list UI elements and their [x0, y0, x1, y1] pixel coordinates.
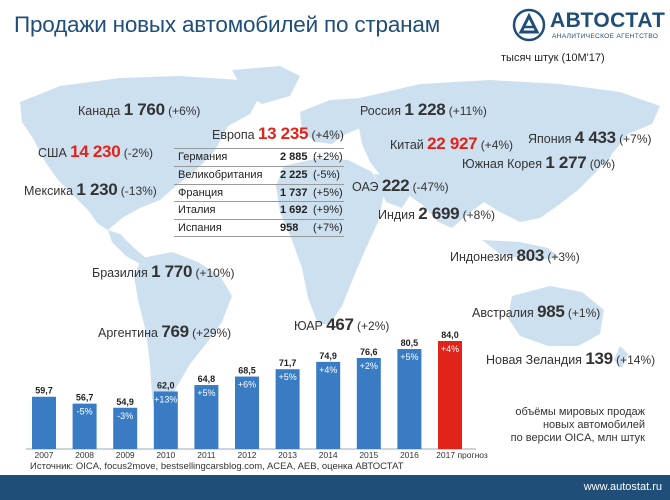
- label-brazil: Бразилия 1 770 (+10%): [92, 262, 235, 281]
- europe-row: Италия 1 692 (+9%): [174, 201, 344, 219]
- label-indonesia: Индонезия 803 (+3%): [450, 246, 580, 265]
- africa-shape: [276, 158, 384, 324]
- label-japan: Япония 4 433 (+7%): [528, 128, 652, 147]
- indonesia-shape: [482, 240, 560, 260]
- label-china: Китай 22 927 (+4%): [390, 134, 514, 153]
- australia-shape: [508, 286, 604, 346]
- europe-row: Великобритания 2 225 (-5%): [174, 165, 344, 184]
- central-america-shape: [108, 230, 146, 264]
- label-south-africa: ЮАР 467 (+2%): [294, 315, 390, 334]
- footer-url[interactable]: www.autostat.ru: [583, 481, 662, 493]
- world-map: [20, 66, 660, 422]
- europe-row: Франция 1 737 (+5%): [174, 183, 344, 202]
- europe-row: Германия 2 885 (+2%): [174, 148, 344, 166]
- logo-mark-icon: [512, 8, 546, 42]
- europe-shape: [300, 98, 372, 144]
- label-usa: США 14 230 (-2%): [38, 142, 154, 161]
- logo-name: АВТОСТАТ: [550, 9, 666, 32]
- autostat-logo: АВТОСТАТ АНАЛИТИЧЕСКОЕ АГЕНТСТВО: [512, 6, 668, 48]
- arabia-shape: [374, 174, 412, 208]
- unit-label: тысяч штук (10М'17): [501, 52, 605, 64]
- south-america-shape: [134, 252, 232, 422]
- new-zealand-shape: [614, 346, 628, 368]
- greenland-shape: [232, 66, 300, 104]
- label-europe: Европа 13 235 (+4%): [212, 124, 344, 143]
- label-new-zealand: Новая Зеландия 139 (+14%): [486, 349, 656, 368]
- label-argentina: Аргентина 769 (+29%): [98, 322, 232, 341]
- europe-breakdown-table: Германия 2 885 (+2%) Великобритания 2 22…: [174, 148, 344, 237]
- footer-bar: www.autostat.ru: [0, 475, 670, 500]
- label-canada: Канада 1 760 (+6%): [78, 100, 201, 119]
- label-india: Индия 2 699 (+8%): [378, 204, 496, 223]
- logo-subtitle: АНАЛИТИЧЕСКОЕ АГЕНТСТВО: [552, 33, 659, 40]
- north-america-shape: [20, 76, 262, 230]
- label-mexico: Мексика 1 230 (-13%): [24, 180, 157, 199]
- europe-row: Испания 958 (+7%): [174, 219, 344, 237]
- label-australia: Австралия 985 (+1%): [472, 302, 601, 321]
- label-uae: ОАЭ 222 (-47%): [352, 176, 449, 195]
- label-south-korea: Южная Корея 1 277 (0%): [462, 153, 616, 172]
- label-russia: Россия 1 228 (+11%): [360, 100, 487, 119]
- source-note: Источник: OICA, focus2move, bestsellingc…: [30, 461, 404, 472]
- japan-shape: [598, 136, 614, 166]
- page-title: Продажи новых автомобилей по странам: [14, 12, 440, 37]
- chart-note: объёмы мировых продаж новых автомобилей …: [510, 406, 645, 444]
- asia-shape: [358, 80, 660, 228]
